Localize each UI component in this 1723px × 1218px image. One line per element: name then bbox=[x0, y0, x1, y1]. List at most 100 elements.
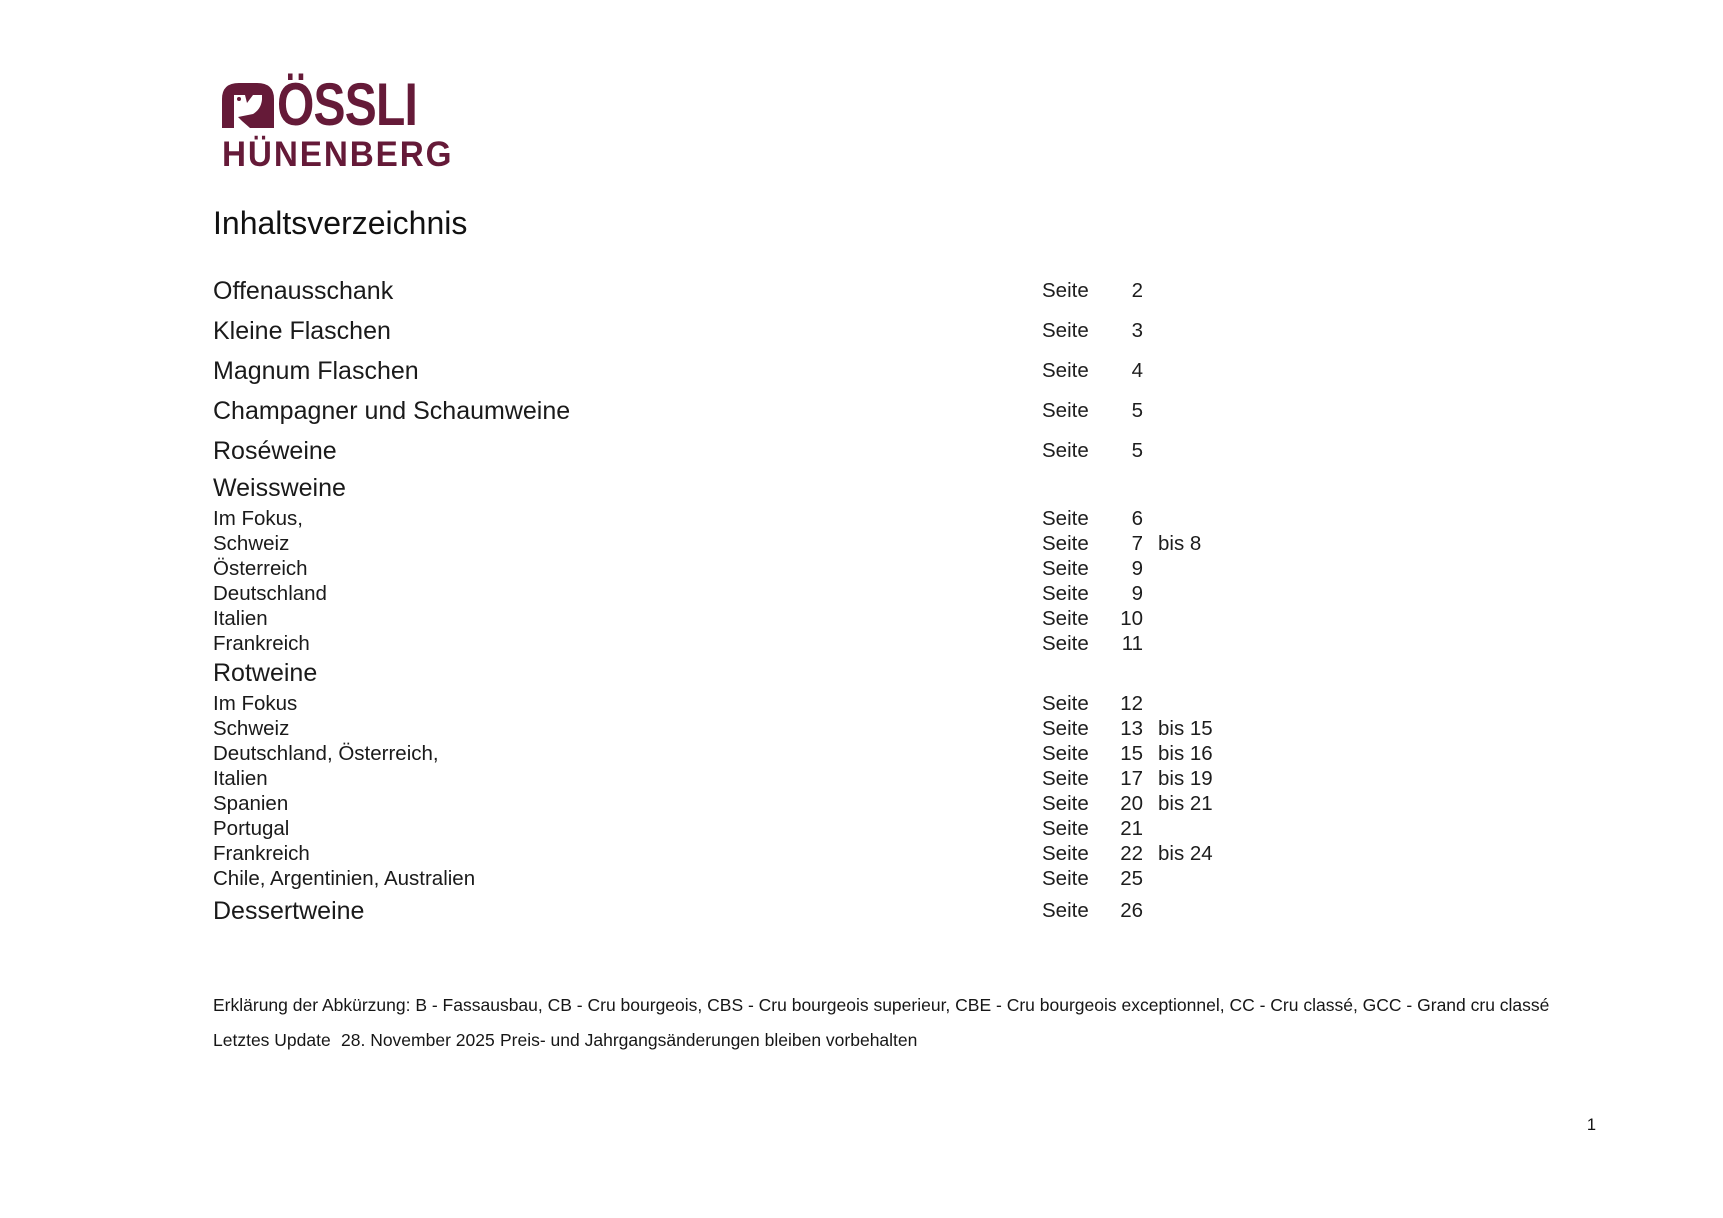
toc-row-label: Spanien bbox=[213, 791, 289, 815]
toc-page-number: 13 bbox=[1120, 716, 1143, 740]
toc-page-range: bis 8 bbox=[1158, 531, 1202, 555]
toc-page-number: 4 bbox=[1131, 359, 1143, 382]
toc-row-label: Weissweine bbox=[213, 474, 346, 502]
toc-row: Frankreich Seite 22 bis 24 bbox=[213, 841, 1273, 866]
toc-row-label: Magnum Flaschen bbox=[213, 356, 419, 385]
footer-abbreviations: Erklärung der Abkürzung: B - Fassausbau,… bbox=[213, 995, 1550, 1015]
toc-row-label: Offenausschank bbox=[213, 276, 394, 305]
toc-page-number: 26 bbox=[1120, 899, 1143, 922]
toc-seite-label: Seite bbox=[1042, 766, 1089, 790]
toc-page-range: bis 21 bbox=[1158, 791, 1213, 815]
toc-page-number: 12 bbox=[1120, 691, 1143, 715]
toc-row: Rotweine bbox=[213, 656, 1273, 691]
footer-update-date: 28. November 2025 bbox=[341, 1030, 495, 1050]
toc-page-number: 3 bbox=[1131, 319, 1143, 342]
toc-row: Spanien Seite 20 bis 21 bbox=[213, 791, 1273, 816]
toc-seite-label: Seite bbox=[1042, 319, 1089, 342]
toc-page-number: 22 bbox=[1120, 841, 1143, 865]
toc-seite-label: Seite bbox=[1042, 581, 1089, 605]
toc-row: Champagner und Schaumweine Seite 5 bbox=[213, 391, 1273, 431]
footer-update-label: Letztes Update bbox=[213, 1030, 331, 1050]
toc-row: Im Fokus, Seite 6 bbox=[213, 506, 1273, 531]
toc-seite-label: Seite bbox=[1042, 866, 1089, 890]
toc-page-number: 5 bbox=[1131, 399, 1143, 422]
toc-row-label: Im Fokus, bbox=[213, 506, 303, 530]
toc-page-number: 9 bbox=[1131, 556, 1143, 580]
toc: Offenausschank Seite 2 Kleine Flaschen S… bbox=[213, 271, 1273, 931]
toc-page-number: 2 bbox=[1131, 279, 1143, 302]
toc-row: Roséweine Seite 5 bbox=[213, 431, 1273, 471]
toc-row-label: Deutschland bbox=[213, 581, 327, 605]
toc-seite-label: Seite bbox=[1042, 531, 1089, 555]
toc-page-range: bis 15 bbox=[1158, 716, 1213, 740]
toc-seite-label: Seite bbox=[1042, 506, 1089, 530]
toc-seite-label: Seite bbox=[1042, 399, 1089, 422]
horse-head-r-icon bbox=[222, 83, 274, 128]
toc-row: Chile, Argentinien, Australien Seite 25 bbox=[213, 866, 1273, 891]
toc-seite-label: Seite bbox=[1042, 716, 1089, 740]
toc-row: Italien Seite 10 bbox=[213, 606, 1273, 631]
toc-page-number: 25 bbox=[1120, 866, 1143, 890]
toc-row: Frankreich Seite 11 bbox=[213, 631, 1273, 656]
toc-row-label: Italien bbox=[213, 606, 268, 630]
toc-row-label: Österreich bbox=[213, 556, 308, 580]
toc-seite-label: Seite bbox=[1042, 741, 1089, 765]
toc-row: Österreich Seite 9 bbox=[213, 556, 1273, 581]
toc-row-label: Schweiz bbox=[213, 716, 290, 740]
toc-row: Deutschland Seite 9 bbox=[213, 581, 1273, 606]
toc-seite-label: Seite bbox=[1042, 359, 1089, 382]
toc-page-number: 9 bbox=[1131, 581, 1143, 605]
toc-row-label: Frankreich bbox=[213, 841, 310, 865]
toc-row: Dessertweine Seite 26 bbox=[213, 891, 1273, 931]
toc-row-label: Dessertweine bbox=[213, 896, 365, 925]
toc-seite-label: Seite bbox=[1042, 631, 1089, 655]
toc-row-label: Roséweine bbox=[213, 436, 337, 465]
toc-row-label: Chile, Argentinien, Australien bbox=[213, 866, 476, 890]
footer-update-line: Letztes Update 28. November 2025 Preis- … bbox=[213, 1023, 1549, 1058]
toc-row-label: Kleine Flaschen bbox=[213, 316, 391, 345]
toc-row-label: Rotweine bbox=[213, 659, 318, 687]
page-title: Inhaltsverzeichnis bbox=[213, 205, 468, 241]
toc-seite-label: Seite bbox=[1042, 791, 1089, 815]
footer: Erklärung der Abkürzung: B - Fassausbau,… bbox=[213, 988, 1549, 1058]
toc-row-label: Deutschland, Österreich, bbox=[213, 741, 439, 765]
toc-row-label: Schweiz bbox=[213, 531, 290, 555]
logo: ÖSSLI HÜNENBERG bbox=[222, 71, 466, 174]
logo-subtitle: HÜNENBERG bbox=[222, 135, 454, 174]
toc-row: Portugal Seite 21 bbox=[213, 816, 1273, 841]
toc-seite-label: Seite bbox=[1042, 439, 1089, 462]
toc-row: Kleine Flaschen Seite 3 bbox=[213, 311, 1273, 351]
toc-row-label: Portugal bbox=[213, 816, 290, 840]
logo-wordmark-row: ÖSSLI bbox=[222, 71, 466, 138]
toc-row: Schweiz Seite 13 bis 15 bbox=[213, 716, 1273, 741]
toc-row-label: Im Fokus bbox=[213, 691, 298, 715]
toc-page-number: 17 bbox=[1120, 766, 1143, 790]
toc-row: Offenausschank Seite 2 bbox=[213, 271, 1273, 311]
toc-row-label: Italien bbox=[213, 766, 268, 790]
toc-seite-label: Seite bbox=[1042, 556, 1089, 580]
toc-row: Italien Seite 17 bis 19 bbox=[213, 766, 1273, 791]
footer-abbreviations-line: Erklärung der Abkürzung: B - Fassausbau,… bbox=[213, 988, 1549, 1023]
toc-page-number: 21 bbox=[1120, 816, 1143, 840]
toc-page-range: bis 16 bbox=[1158, 741, 1213, 765]
toc-page-number: 7 bbox=[1131, 531, 1143, 555]
toc-row: Magnum Flaschen Seite 4 bbox=[213, 351, 1273, 391]
toc-page-number: 5 bbox=[1131, 439, 1143, 462]
toc-page-range: bis 24 bbox=[1158, 841, 1213, 865]
toc-page-number: 11 bbox=[1121, 631, 1143, 655]
toc-page-number: 15 bbox=[1120, 741, 1143, 765]
toc-seite-label: Seite bbox=[1042, 899, 1089, 922]
toc-row: Deutschland, Österreich, Seite 15 bis 16 bbox=[213, 741, 1273, 766]
toc-seite-label: Seite bbox=[1042, 691, 1089, 715]
toc-page-number: 6 bbox=[1131, 506, 1143, 530]
page-number: 1 bbox=[1586, 1116, 1596, 1134]
toc-page-number: 20 bbox=[1120, 791, 1143, 815]
logo-wordmark: ÖSSLI bbox=[277, 71, 418, 138]
toc-row: Im Fokus Seite 12 bbox=[213, 691, 1273, 716]
toc-page-range: bis 19 bbox=[1158, 766, 1213, 790]
toc-row: Schweiz Seite 7 bis 8 bbox=[213, 531, 1273, 556]
toc-seite-label: Seite bbox=[1042, 816, 1089, 840]
toc-page-number: 10 bbox=[1120, 606, 1143, 630]
toc-row-label: Champagner und Schaumweine bbox=[213, 396, 571, 425]
toc-row: Weissweine bbox=[213, 471, 1273, 506]
